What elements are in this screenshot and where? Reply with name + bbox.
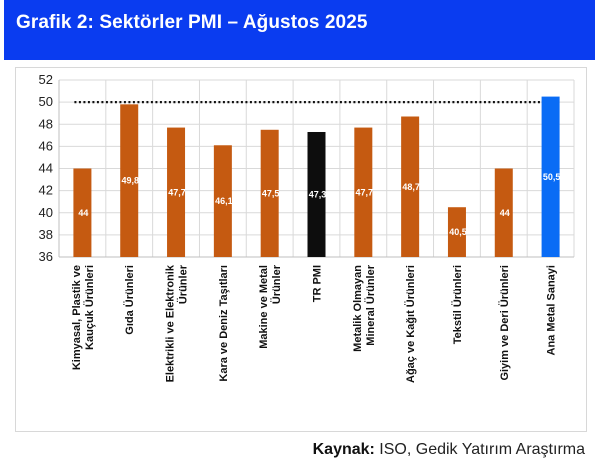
source-label: Kaynak:	[312, 441, 375, 458]
data-label: 46,1	[215, 196, 233, 206]
x-tick-label: Kara ve Deniz Taşıtları	[218, 265, 230, 382]
bar	[73, 168, 92, 257]
data-label: 44	[500, 208, 510, 218]
x-tick-label: Mineral Ürünler	[364, 264, 377, 345]
bar	[541, 96, 560, 257]
data-label: 49,8	[121, 176, 139, 186]
chart-header: Grafik 2: Sektörler PMI – Ağustos 2025	[4, 0, 595, 60]
x-tick-label: Ürünler	[177, 264, 190, 304]
data-label: 48,7	[402, 182, 420, 192]
bar	[167, 127, 186, 257]
bar	[213, 145, 232, 257]
y-tick-label: 40	[39, 205, 53, 220]
x-tick-label: Kimyasal, Plastik ve	[71, 265, 83, 370]
bar	[494, 168, 513, 257]
x-tick-label: Makine ve Metal	[258, 265, 270, 349]
bar	[120, 104, 139, 258]
y-tick-label: 52	[39, 72, 53, 87]
data-label: 44	[78, 208, 88, 218]
x-tick-label: Ürünler	[270, 264, 283, 304]
y-tick-label: 46	[39, 138, 53, 153]
chart-title: Grafik 2: Sektörler PMI – Ağustos 2025	[16, 12, 368, 33]
data-label: 47,7	[356, 187, 374, 197]
data-label: 47,3	[309, 189, 327, 199]
data-label: 40,5	[449, 227, 467, 237]
x-tick-label: Gıda Ürünleri	[123, 265, 136, 335]
bar	[401, 116, 420, 257]
x-tick-label: TR PMI	[312, 265, 324, 302]
bar-chart: 36 38 40 42 44 46 48 50 52 44 49,8 47,7 46,1 47,5 47,3…	[39, 72, 575, 383]
bar	[260, 129, 279, 257]
y-tick-label: 38	[39, 227, 53, 242]
y-tick-label: 48	[39, 116, 53, 131]
x-tick-label: Tekstil Ürünleri	[451, 265, 464, 344]
data-label: 50,5	[543, 172, 561, 182]
y-tick-label: 50	[39, 94, 53, 109]
data-label: 47,7	[168, 187, 186, 197]
data-label: 47,5	[262, 188, 280, 198]
x-tick-label: Metalik Olmayan	[352, 265, 364, 352]
x-tick-label: Giyim ve Deri Ürünleri	[498, 265, 511, 381]
x-tick-label: Kauçuk Ürünleri	[83, 265, 96, 350]
bar	[447, 207, 466, 257]
bar	[354, 127, 373, 257]
source-text: ISO, Gedik Yatırım Araştırma	[374, 441, 585, 458]
y-tick-label: 44	[39, 161, 53, 176]
x-tick-label: Elektrikli ve Elektronik	[165, 264, 177, 382]
x-tick-label: Ağaç ve Kağıt Ürünleri	[404, 265, 417, 383]
bar	[307, 131, 326, 257]
y-tick-label: 36	[39, 249, 53, 264]
y-tick-label: 42	[39, 183, 53, 198]
chart-container: 36 38 40 42 44 46 48 50 52 44 49,8 47,7 46,1 47,5 47,3…	[15, 67, 587, 432]
source-note: Kaynak: ISO, Gedik Yatırım Araştırma	[313, 441, 585, 459]
x-tick-label: Ana Metal Sanayi	[546, 265, 558, 355]
